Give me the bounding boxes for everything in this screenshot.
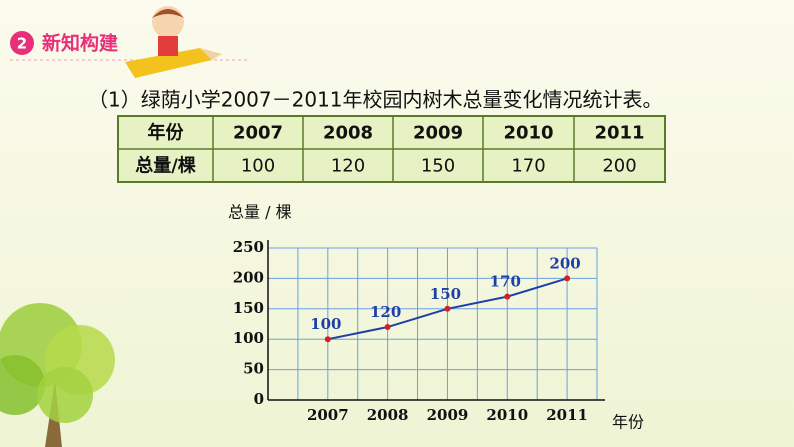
- table-cell: 2007: [233, 123, 283, 144]
- table-cell: 200: [602, 156, 636, 177]
- table-cell: 总量/棵: [135, 155, 196, 177]
- data-point: [504, 293, 511, 300]
- x-tick-label: 2008: [367, 406, 409, 424]
- table-cell: 2009: [413, 123, 463, 144]
- header-title: 新知构建: [42, 32, 118, 55]
- tree: [0, 303, 115, 447]
- table-cell: 2010: [503, 123, 553, 144]
- table-cell: 100: [241, 156, 275, 177]
- y-tick-label: 200: [233, 268, 264, 286]
- data-point: [444, 305, 451, 312]
- data-point: [324, 336, 331, 343]
- y-axis-title: 总量 / 棵: [228, 203, 292, 222]
- badge-circle: [10, 31, 34, 55]
- table-cell: 年份: [148, 122, 185, 144]
- data-point: [384, 324, 391, 331]
- x-axis-title: 年份: [612, 413, 644, 432]
- table-cell: 150: [421, 156, 455, 177]
- minor-grid: [297, 248, 598, 400]
- data-label: 150: [430, 285, 461, 303]
- table-cell: 2011: [594, 123, 644, 144]
- data-label: 120: [370, 303, 401, 321]
- subtitle: （1）绿荫小学2007－2011年校园内树木总量变化情况统计表。: [88, 88, 663, 112]
- table-cell: 120: [331, 156, 365, 177]
- y-tick-label: 0: [254, 390, 264, 408]
- x-tick-label: 2009: [427, 406, 469, 424]
- table: 年份 2007 2008 2009 2010 2011 总量/棵 100 120 150 170 20…: [117, 115, 666, 183]
- pencil-kid: [125, 6, 222, 78]
- badge-number: 2: [17, 35, 27, 53]
- data-label: 170: [490, 273, 521, 291]
- table-cell: 2008: [323, 123, 373, 144]
- x-tick-label: 2007: [307, 406, 349, 424]
- data-point: [564, 275, 571, 282]
- data-label: 100: [310, 315, 341, 333]
- table-cell: 170: [511, 156, 545, 177]
- y-tick-label: 50: [243, 360, 264, 378]
- y-tick-label: 250: [233, 238, 264, 256]
- x-tick-label: 2011: [546, 406, 588, 424]
- x-tick-label: 2010: [486, 406, 528, 424]
- y-tick-label: 100: [233, 329, 264, 347]
- y-tick-label: 150: [233, 299, 264, 317]
- data-label: 200: [549, 254, 580, 272]
